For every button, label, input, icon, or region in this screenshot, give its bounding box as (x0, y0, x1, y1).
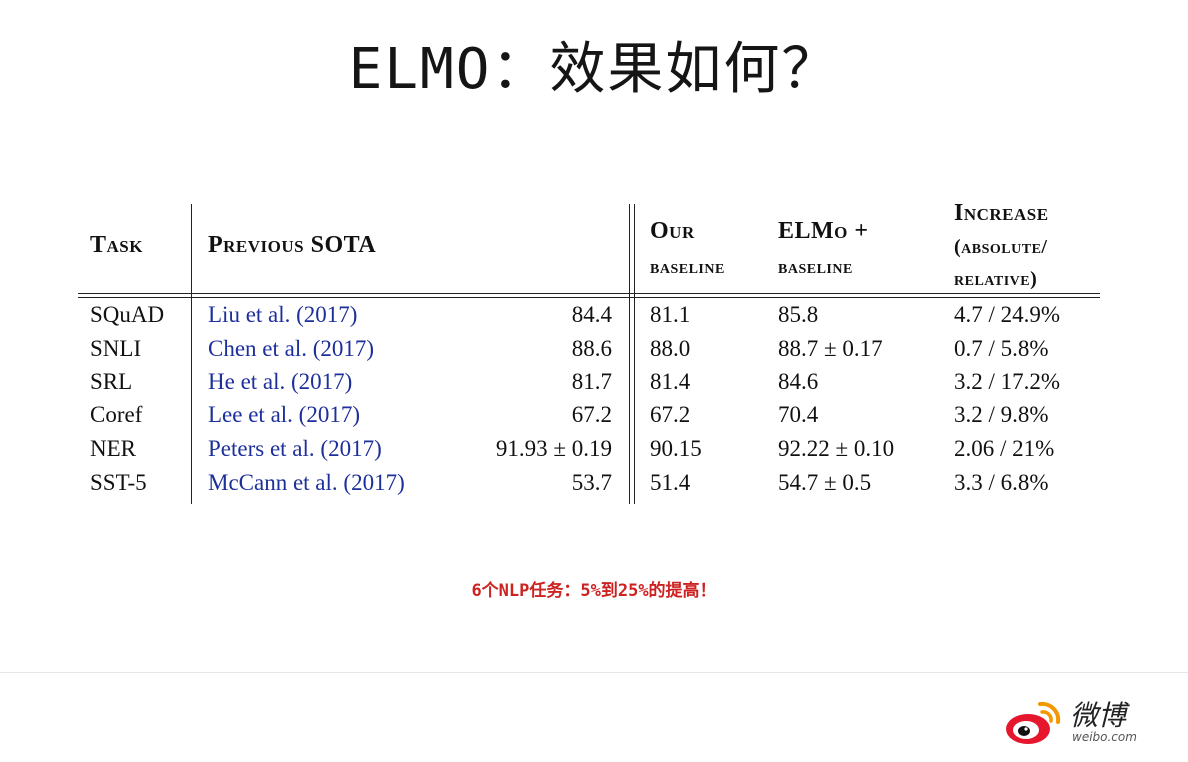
header-elmo-baseline-line2: baseline (778, 256, 853, 278)
row-elmo-value: 84.6 (778, 369, 819, 394)
row-reference-link[interactable]: He et al. (2017) (208, 369, 353, 394)
row-reference-link[interactable]: Liu et al. (2017) (208, 302, 358, 327)
footer-divider (0, 672, 1188, 673)
row-sota-value: 53.7 (571, 470, 612, 495)
header-increase-line1: Increase (954, 200, 1049, 226)
divider-double-right (634, 204, 635, 504)
row-elmo-value: 88.7 ± 0.17 (778, 336, 883, 361)
row-sota-value: 91.93 ± 0.19 (495, 436, 612, 461)
row-sota-value: 81.7 (571, 369, 612, 394)
row-task: SRL (90, 369, 133, 394)
divider-task-column (191, 204, 192, 504)
row-reference-link[interactable]: Chen et al. (2017) (208, 336, 375, 361)
row-baseline-value: 88.0 (650, 336, 691, 361)
row-baseline-value: 67.2 (650, 402, 691, 427)
weibo-watermark: 微博 weibo.com (1004, 694, 1164, 750)
weibo-brand-text: 微博 (1070, 699, 1127, 732)
row-sota-value: 84.4 (571, 302, 612, 327)
summary-note: 6个NLP任务：5%到25%的提高！ (471, 581, 717, 601)
row-task: Coref (90, 402, 143, 427)
row-increase-value: 0.7 / 5.8% (954, 336, 1049, 361)
header-rule-bottom (78, 297, 1100, 298)
header-our-baseline-line2: baseline (650, 256, 725, 278)
row-task: SNLI (90, 336, 142, 361)
row-baseline-value: 81.4 (650, 369, 691, 394)
row-elmo-value: 85.8 (778, 302, 819, 327)
row-reference-link[interactable]: Lee et al. (2017) (208, 402, 360, 427)
row-task: SQuAD (90, 302, 165, 327)
weibo-url-text: weibo.com (1072, 730, 1137, 744)
row-increase-value: 2.06 / 21% (954, 436, 1055, 461)
header-task: Task (90, 232, 143, 258)
row-increase-value: 3.2 / 17.2% (954, 369, 1061, 394)
row-elmo-value: 54.7 ± 0.5 (778, 470, 872, 495)
row-elmo-value: 92.22 ± 0.10 (778, 436, 895, 461)
header-increase-line2: (absolute/ (954, 236, 1048, 258)
row-elmo-value: 70.4 (778, 402, 819, 427)
row-baseline-value: 51.4 (650, 470, 691, 495)
header-rule-top (78, 293, 1100, 294)
header-elmo-baseline-line1: ELMo + (778, 218, 869, 244)
row-increase-value: 3.3 / 6.8% (954, 470, 1049, 495)
row-increase-value: 4.7 / 24.9% (954, 302, 1061, 327)
results-table: Task Previous SOTA Our baseline ELMo + b… (78, 196, 1100, 506)
divider-double-left (629, 204, 630, 504)
row-task: NER (90, 436, 136, 461)
row-reference-link[interactable]: McCann et al. (2017) (208, 470, 405, 495)
header-previous-sota: Previous SOTA (208, 232, 377, 258)
row-sota-value: 88.6 (571, 336, 612, 361)
header-our-baseline-line1: Our (650, 218, 695, 244)
row-baseline-value: 90.15 (650, 436, 702, 461)
row-reference-link[interactable]: Peters et al. (2017) (208, 436, 382, 461)
row-baseline-value: 81.1 (650, 302, 691, 327)
row-increase-value: 3.2 / 9.8% (954, 402, 1049, 427)
row-sota-value: 67.2 (571, 402, 612, 427)
slide-title: ELMO：效果如何？ (348, 37, 840, 102)
weibo-logo-icon (1006, 701, 1061, 744)
row-task: SST-5 (90, 470, 147, 495)
header-increase-line3: relative) (954, 268, 1038, 290)
